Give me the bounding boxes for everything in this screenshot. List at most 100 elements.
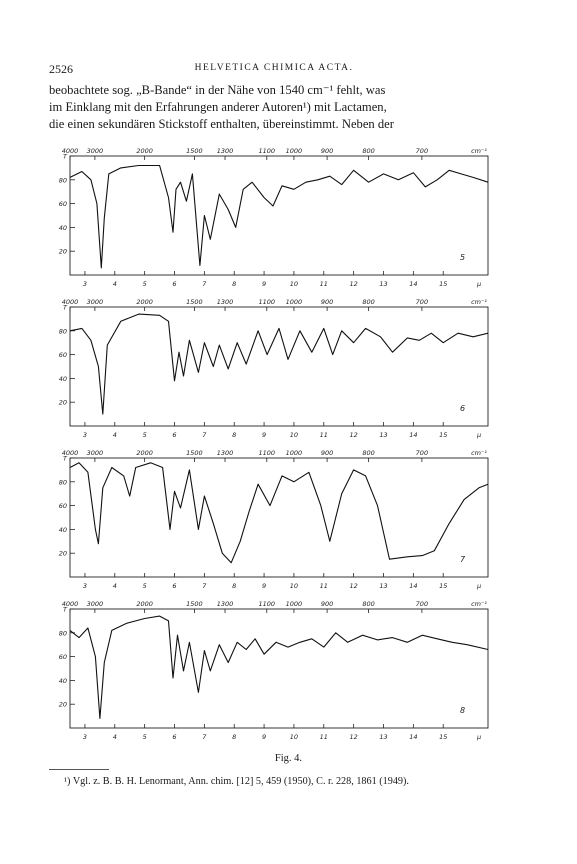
bottom-tick-label: 15 <box>439 280 447 288</box>
top-tick-label: 1300 <box>217 147 234 155</box>
spectrum-6: 4000 3000 2000 1500 1300 1100 1000 900 800 700 cm⁻… <box>48 296 498 446</box>
running-header: 2526 HELVETICA CHIMICA ACTA. <box>49 62 499 78</box>
top-tick-label: cm⁻¹ <box>471 449 487 457</box>
top-tick-label: 1100 <box>259 449 276 457</box>
footnote-rule <box>49 769 109 770</box>
top-tick-label: 700 <box>416 449 428 457</box>
bottom-tick-label: 15 <box>439 733 447 741</box>
top-tick-label: 1000 <box>286 600 303 608</box>
y-tick-label: 20 <box>59 248 67 256</box>
bottom-tick-label: 5 <box>143 280 147 288</box>
y-tick-label: 80 <box>59 629 67 637</box>
top-tick-label: 900 <box>321 147 333 155</box>
bottom-tick-label: 9 <box>262 733 266 741</box>
y-tick-label: 60 <box>59 200 67 208</box>
y-tick-label: 40 <box>59 526 67 534</box>
bottom-tick-label: 11 <box>320 431 328 439</box>
top-tick-label: 1500 <box>186 449 203 457</box>
top-tick-label: 1000 <box>286 449 303 457</box>
top-tick-label: 4000 <box>62 449 79 457</box>
bottom-tick-label: μ <box>476 280 481 288</box>
bottom-tick-label: 8 <box>232 582 236 590</box>
top-tick-label: 1000 <box>286 147 303 155</box>
top-tick-label: 2000 <box>136 600 153 608</box>
bottom-tick-label: 14 <box>409 431 417 439</box>
spectrum-number: 5 <box>460 253 465 262</box>
top-tick-label: 700 <box>416 600 428 608</box>
y-tick-label: 20 <box>59 550 67 558</box>
y-tick-label: 80 <box>59 327 67 335</box>
top-tick-label: 800 <box>362 298 374 306</box>
bottom-tick-label: 11 <box>320 280 328 288</box>
top-tick-label: 800 <box>362 600 374 608</box>
bottom-tick-label: 10 <box>290 733 298 741</box>
bottom-tick-label: μ <box>476 431 481 439</box>
top-tick-label: 1000 <box>286 298 303 306</box>
bottom-tick-label: 9 <box>262 431 266 439</box>
footnote: ¹) Vgl. z. B. B. H. Lenormant, Ann. chim… <box>64 776 409 787</box>
top-tick-label: 1500 <box>186 600 203 608</box>
bottom-tick-label: 11 <box>320 582 328 590</box>
bottom-tick-label: 7 <box>202 733 207 741</box>
body-text: beobachtete sog. „B-Bande“ in der Nähe v… <box>49 82 501 132</box>
top-tick-label: 1500 <box>186 147 203 155</box>
top-tick-label: cm⁻¹ <box>471 600 487 608</box>
bottom-tick-label: 7 <box>202 431 207 439</box>
top-tick-label: 2000 <box>136 449 153 457</box>
bottom-tick-label: 8 <box>232 431 236 439</box>
top-tick-label: 1300 <box>217 449 234 457</box>
top-tick-label: 3000 <box>87 147 104 155</box>
spectrum-trace <box>69 313 489 415</box>
y-tick-label: T <box>63 606 68 614</box>
y-tick-label: T <box>63 455 68 463</box>
spectrum-number: 6 <box>460 404 465 413</box>
bottom-tick-label: 5 <box>143 431 147 439</box>
bottom-tick-label: 9 <box>262 582 266 590</box>
body-line-1: beobachtete sog. „B-Bande“ in der Nähe v… <box>49 83 386 97</box>
spectrum-number: 7 <box>460 555 466 564</box>
bottom-tick-label: 15 <box>439 431 447 439</box>
bottom-tick-label: 14 <box>409 733 417 741</box>
bottom-tick-label: 10 <box>290 431 298 439</box>
y-tick-label: 60 <box>59 653 67 661</box>
top-tick-label: 1100 <box>259 147 276 155</box>
top-tick-label: 700 <box>416 298 428 306</box>
bottom-tick-label: 11 <box>320 733 328 741</box>
bottom-tick-label: 7 <box>202 280 207 288</box>
spectrum-5: 4000 3000 2000 1500 1300 1100 1000 900 800 700 cm⁻… <box>48 145 498 295</box>
journal-name: HELVETICA CHIMICA ACTA. <box>194 63 354 73</box>
y-tick-label: 40 <box>59 224 67 232</box>
top-tick-label: cm⁻¹ <box>471 298 487 306</box>
bottom-tick-label: 6 <box>172 582 176 590</box>
plot-frame <box>69 608 489 729</box>
bottom-tick-label: 4 <box>113 582 117 590</box>
top-tick-label: 700 <box>416 147 428 155</box>
body-line-3: die einen sekundären Stickstoff enthalte… <box>49 116 394 131</box>
bottom-tick-label: 8 <box>232 280 236 288</box>
top-tick-label: 1100 <box>259 298 276 306</box>
top-tick-label: 3000 <box>87 449 104 457</box>
spectrum-number: 8 <box>460 706 465 715</box>
spectrum-svg: 4000 3000 2000 1500 1300 1100 1000 900 800 700 cm⁻… <box>59 298 489 439</box>
bottom-tick-label: 3 <box>83 431 87 439</box>
spectrum-svg: 4000 3000 2000 1500 1300 1100 1000 900 800 700 cm⁻… <box>59 147 489 288</box>
page-number: 2526 <box>49 62 73 76</box>
top-tick-label: cm⁻¹ <box>471 147 487 155</box>
bottom-tick-label: 5 <box>143 582 147 590</box>
bottom-tick-label: 13 <box>379 431 387 439</box>
bottom-tick-label: μ <box>476 582 481 590</box>
y-tick-label: 60 <box>59 502 67 510</box>
top-tick-label: 800 <box>362 449 374 457</box>
plot-frame <box>69 306 489 427</box>
bottom-tick-label: 4 <box>113 431 117 439</box>
bottom-tick-label: 13 <box>379 582 387 590</box>
y-tick-label: 40 <box>59 375 67 383</box>
spectrum-8: 4000 3000 2000 1500 1300 1100 1000 900 800 700 cm⁻… <box>48 598 498 748</box>
bottom-tick-label: 15 <box>439 582 447 590</box>
bottom-tick-label: 12 <box>350 733 358 741</box>
y-tick-label: T <box>63 153 68 161</box>
bottom-tick-label: 6 <box>172 280 176 288</box>
y-tick-label: 80 <box>59 478 67 486</box>
top-tick-label: 2000 <box>136 147 153 155</box>
bottom-tick-label: 6 <box>172 733 176 741</box>
